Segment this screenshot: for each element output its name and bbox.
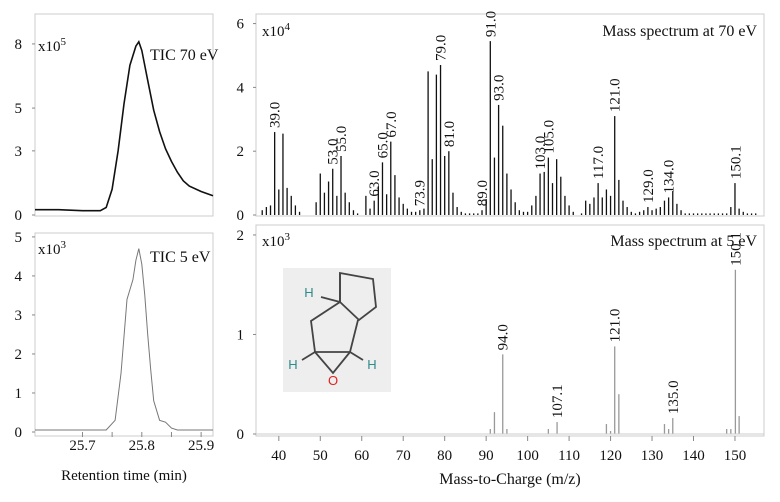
ms70-peak-label: 150.1 bbox=[728, 145, 744, 179]
molecule-inset: H H H O bbox=[283, 268, 391, 392]
ms70-title: Mass spectrum at 70 eV bbox=[602, 23, 757, 40]
ms70-peak-label: 67.0 bbox=[384, 111, 400, 137]
tic5-trace bbox=[35, 248, 213, 431]
ms5-xtick-label: 60 bbox=[354, 448, 369, 464]
ms5-chart: 94.0 107.1 121.0 135.0 150.1 0 1 2 x103 Mass spec… bbox=[237, 228, 764, 464]
ms5-xtick-label: 140 bbox=[682, 448, 705, 464]
ms70-peak-label: 39.0 bbox=[268, 102, 284, 128]
ms5-peak-label: 94.0 bbox=[496, 324, 512, 350]
tic5-ytick-label: 2 bbox=[15, 347, 23, 363]
tic5-multiplier-exp: 3 bbox=[61, 239, 67, 251]
ms70-chart: 39.0 53.055.0 63.0 65.067.0 73.9 79.0 81.0 89.0… bbox=[237, 11, 758, 224]
ms70-multiplier-base: x10 bbox=[262, 24, 285, 40]
atom-label-h1: H bbox=[304, 285, 313, 300]
tic5-multiplier: x103 bbox=[38, 239, 67, 258]
ms70-peak-label: 79.0 bbox=[434, 35, 450, 61]
ms70-ytick-label: 2 bbox=[237, 144, 245, 160]
x-axis-label-right: Mass-to-Charge (m/z) bbox=[439, 471, 580, 488]
ms5-peak-label: 121.0 bbox=[608, 309, 624, 343]
atom-label-o: O bbox=[328, 373, 338, 388]
tic5-ytick-label: 5 bbox=[15, 230, 23, 246]
ms70-peak-label: 53.0 bbox=[326, 138, 342, 164]
ms5-xtick-label: 50 bbox=[313, 448, 328, 464]
tic70-ytick-label: 8 bbox=[15, 37, 23, 53]
tic70-ytick-label: 0 bbox=[15, 208, 23, 224]
molecule-inset-background bbox=[283, 268, 391, 392]
ms70-peak-label: 89.0 bbox=[475, 180, 491, 206]
tic70-multiplier-base: x10 bbox=[38, 39, 61, 55]
ms70-peak-label: 121.0 bbox=[608, 78, 624, 112]
ms5-peak-label: 107.1 bbox=[550, 384, 566, 418]
tic5-ytick-label: 4 bbox=[15, 269, 23, 285]
tic70-ytick-label: 3 bbox=[15, 144, 23, 160]
ms5-multiplier-exp: 3 bbox=[285, 231, 291, 243]
ms70-peak-label: 93.0 bbox=[492, 75, 508, 101]
ms70-peak-label: 65.0 bbox=[375, 132, 391, 158]
ms5-xtick-label: 100 bbox=[516, 448, 539, 464]
ms5-xtick-label: 40 bbox=[271, 448, 286, 464]
ms5-ytick-label: 1 bbox=[237, 327, 245, 343]
ms70-peak-label: 55.0 bbox=[334, 126, 350, 152]
ms70-peak-label: 134.0 bbox=[662, 160, 678, 194]
ms70-peak-label: 103.0 bbox=[533, 136, 549, 170]
ms70-peak-label: 105.0 bbox=[541, 120, 557, 154]
tic70-ytick-label: 5 bbox=[15, 101, 23, 117]
tic5-ytick-label: 3 bbox=[15, 308, 23, 324]
tic70-frame bbox=[34, 13, 214, 217]
ms70-peak-label: 91.0 bbox=[483, 11, 499, 37]
ms5-frame bbox=[255, 224, 765, 437]
ms70-ytick-label: 0 bbox=[237, 208, 245, 224]
tic5-frame bbox=[34, 232, 214, 437]
ms70-frame bbox=[255, 13, 765, 217]
ms70-peak-label: 73.9 bbox=[412, 180, 428, 206]
ms5-multiplier: x103 bbox=[262, 231, 291, 250]
ms70-peak-label: 117.0 bbox=[591, 146, 607, 179]
tic70-trace bbox=[35, 40, 214, 212]
atom-label-h2: H bbox=[288, 357, 297, 372]
tic70-multiplier-exp: 5 bbox=[61, 36, 67, 48]
tic5-xtick-label: 25.9 bbox=[188, 438, 214, 454]
tic5-ytick-label: 0 bbox=[15, 425, 23, 441]
ms5-xtick-label: 150 bbox=[724, 448, 747, 464]
ms70-multiplier: x104 bbox=[262, 21, 291, 40]
x-axis-label-left: Retention time (min) bbox=[61, 468, 187, 484]
ms5-multiplier-base: x10 bbox=[262, 234, 285, 250]
ms5-xtick-label: 90 bbox=[479, 448, 494, 464]
ms5-peak-label: 150.1 bbox=[728, 232, 744, 266]
tic5-xtick-label: 25.7 bbox=[69, 438, 96, 454]
ms5-ytick-label: 0 bbox=[237, 427, 245, 443]
ms5-xtick-label: 120 bbox=[599, 448, 622, 464]
tic70-multiplier: x105 bbox=[38, 36, 67, 55]
tic5-xtick-label: 25.8 bbox=[129, 438, 155, 454]
ms70-peak-label: 63.0 bbox=[367, 170, 383, 196]
ms5-xtick-label: 110 bbox=[558, 448, 580, 464]
ms5-xtick-label: 70 bbox=[396, 448, 411, 464]
ms5-ytick-label: 2 bbox=[237, 228, 245, 244]
tic5-ytick-label: 1 bbox=[15, 386, 23, 402]
ms70-peak-label: 129.0 bbox=[641, 169, 657, 203]
atom-label-h3: H bbox=[367, 357, 376, 372]
ms5-peak-label: 135.0 bbox=[666, 380, 682, 414]
ms5-xtick-label: 130 bbox=[641, 448, 664, 464]
ms70-ytick-label: 6 bbox=[237, 17, 245, 33]
ms70-peak-label: 81.0 bbox=[442, 121, 458, 147]
tic5-title: TIC 5 eV bbox=[150, 249, 211, 266]
ms70-multiplier-exp: 4 bbox=[285, 21, 291, 33]
tic70-title: TIC 70 eV bbox=[150, 47, 219, 64]
tic5-multiplier-base: x10 bbox=[38, 242, 61, 258]
ms5-xtick-label: 80 bbox=[437, 448, 452, 464]
ms5-title: Mass spectrum at 5 eV bbox=[610, 233, 757, 250]
molecule-bonds bbox=[301, 271, 377, 375]
ms70-ytick-label: 4 bbox=[237, 80, 245, 96]
